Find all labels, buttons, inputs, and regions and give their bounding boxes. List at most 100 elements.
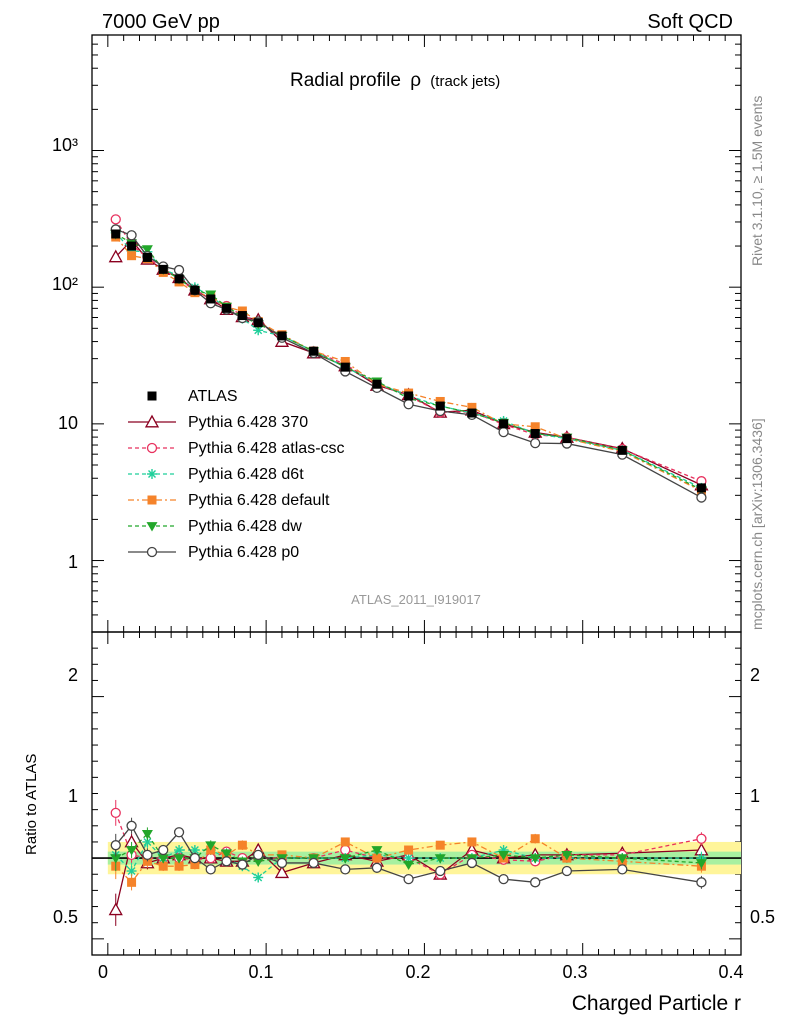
series-line — [115, 228, 702, 499]
star-stroke — [175, 846, 184, 855]
ratio-data-point — [108, 902, 123, 916]
ytick-label-100: 10² — [52, 274, 78, 294]
ratio-data-point — [252, 857, 264, 867]
ratio-data-point — [530, 877, 541, 888]
legend-label-p0: Pythia 6.428 p0 — [188, 544, 299, 561]
ratio-data-point — [173, 827, 185, 838]
ratio-data-point — [561, 865, 573, 877]
legend-marker — [146, 546, 158, 558]
atlas-data-point — [206, 294, 216, 304]
legend-marker — [146, 522, 158, 532]
ratio-data-point — [237, 859, 248, 870]
star-stroke — [143, 837, 152, 846]
ratio-data-point — [617, 864, 628, 875]
ratio-data-point — [158, 861, 168, 871]
series-atlas — [111, 229, 706, 493]
series-pythia-6-428-p0 — [110, 224, 707, 503]
upper-y-tick-labels: 1 10 10² 10³ — [52, 135, 78, 572]
ratio-data-point — [561, 851, 573, 861]
ratio-ytick-label-right-2: 2 — [750, 665, 760, 685]
star-stroke — [190, 846, 199, 855]
header-category: Soft QCD — [647, 11, 733, 33]
data-point — [696, 492, 707, 503]
ratio-ytick-label-2: 2 — [68, 665, 78, 685]
ratio-series-line — [115, 840, 702, 879]
ratio-data-point — [157, 854, 169, 864]
ratio-data-point — [221, 856, 232, 867]
ratio-series-line — [115, 824, 702, 883]
atlas-data-point — [499, 419, 509, 429]
ratio-data-point — [173, 854, 185, 864]
legend-label-d6t: Pythia 6.428 d6t — [188, 466, 304, 483]
plot-title: Radial profile ρ (track jets) — [290, 70, 500, 91]
ratio-data-point — [530, 834, 540, 844]
ratio-data-point — [403, 873, 414, 885]
atlas-data-point — [253, 318, 263, 328]
ratio-data-point — [466, 857, 478, 869]
atlas-data-point — [222, 303, 232, 313]
ratio-data-point — [340, 864, 351, 875]
ratio-data-point — [696, 833, 707, 844]
data-point — [340, 356, 350, 366]
star-stroke — [254, 326, 263, 335]
ratio-data-point — [434, 854, 446, 864]
ratio-data-point — [253, 849, 264, 861]
ratio-data-point — [339, 854, 351, 864]
x-tick-labels: 0 0.1 0.2 0.3 0.4 — [98, 962, 744, 982]
plot-title-rho: ρ — [410, 70, 421, 91]
ratio-data-point — [142, 836, 153, 847]
ratio-data-point — [372, 853, 382, 863]
ratio-data-point — [158, 844, 169, 856]
atlas-data-point — [372, 379, 382, 389]
ratio-data-point — [498, 851, 510, 861]
ratio-data-point — [308, 857, 319, 869]
star-stroke — [127, 867, 136, 876]
ratio-data-point — [141, 830, 153, 840]
atlas-data-point — [562, 434, 572, 444]
legend-marker — [147, 495, 157, 505]
legend-label-atlas: ATLAS — [188, 388, 238, 405]
ratio-data-point — [253, 872, 264, 883]
rivet-label: Rivet 3.1.10, ≥ 1.5M events — [749, 96, 765, 266]
data-point — [126, 230, 137, 241]
atlas-data-point — [530, 429, 540, 439]
atlas-data-point — [309, 346, 319, 356]
ratio-ytick-label-right-0-5: 0.5 — [750, 907, 775, 927]
data-point — [141, 245, 153, 255]
ratio-series-line — [115, 837, 702, 884]
atlas-data-point — [237, 311, 247, 321]
series-line — [115, 236, 702, 492]
ratio-series-pythia-6-428-dw — [110, 827, 707, 872]
atlas-data-point — [467, 408, 477, 418]
ratio-data-point — [696, 877, 707, 888]
ratio-data-point — [127, 877, 137, 887]
ratio-ytick-label-right-1: 1 — [750, 786, 760, 806]
data-point — [127, 251, 137, 261]
legend-marker-atlas — [147, 391, 157, 401]
data-point — [253, 325, 264, 336]
star-stroke — [148, 470, 156, 478]
star-stroke — [254, 873, 263, 882]
data-point — [530, 422, 540, 432]
atlas-data-point — [127, 241, 137, 251]
ratio-data-point — [221, 849, 233, 859]
plot-title-main: Radial profile — [290, 70, 401, 91]
ratio-data-point — [529, 854, 541, 864]
data-point — [435, 396, 445, 406]
ratio-series-pythia-6-428-p0 — [110, 817, 707, 889]
atlas-data-point — [696, 483, 706, 493]
ratio-y-tick-labels: 0.5 1 2 0.5 1 2 — [53, 665, 775, 927]
ratio-data-point — [371, 846, 383, 856]
upper-plot-frame — [91, 34, 742, 633]
ytick-label-1: 1 — [68, 552, 78, 572]
ratio-data-point — [403, 853, 414, 864]
ratio-ytick-label-0-5: 0.5 — [53, 907, 78, 927]
legend-markers — [128, 391, 176, 558]
ratio-data-point — [404, 845, 414, 855]
ratio-data-point — [205, 864, 216, 875]
ratio-y-axis-label: Ratio to ATLAS — [23, 754, 40, 855]
ratio-data-point — [110, 807, 121, 819]
ratio-data-point — [616, 854, 628, 864]
legend-marker — [147, 469, 157, 479]
